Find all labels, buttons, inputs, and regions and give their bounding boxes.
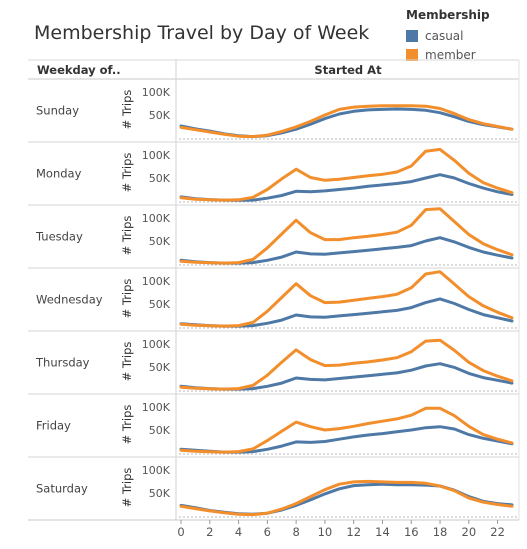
x-tick-label: 8 (292, 525, 299, 539)
legend-item-member[interactable]: member (406, 45, 490, 64)
series-line-casual-thursday[interactable] (179, 362, 514, 391)
y-tick-label: 100K (142, 149, 171, 162)
day-label-monday: Monday (36, 167, 82, 181)
y-tick-label: 100K (142, 275, 171, 288)
panel-sunday: Sunday # Trips 50K 100K (36, 86, 517, 140)
y-tick-label: 50K (149, 172, 171, 185)
day-label-wednesday: Wednesday (36, 293, 103, 307)
y-axis-label: # Trips (120, 279, 134, 319)
series-line-casual-tuesday[interactable] (179, 236, 514, 265)
x-tick-label: 2 (206, 525, 213, 539)
legend-item-casual[interactable]: casual (406, 26, 490, 45)
chart-title: Membership Travel by Day of Week (34, 22, 370, 44)
series-line-casual-wednesday[interactable] (179, 297, 514, 328)
series-line-member-tuesday[interactable] (179, 207, 514, 265)
x-tick-label: 10 (318, 525, 333, 539)
day-label-tuesday: Tuesday (35, 230, 83, 244)
y-tick-label: 100K (142, 86, 171, 99)
series-line-member-wednesday[interactable] (179, 270, 514, 328)
y-tick-label: 50K (149, 424, 171, 437)
legend-title: Membership (406, 8, 490, 22)
y-tick-label: 100K (142, 464, 171, 477)
series-line-member-friday[interactable] (179, 406, 514, 454)
x-tick-label: 12 (346, 525, 361, 539)
legend-swatch-member (406, 48, 418, 61)
day-label-sunday: Sunday (36, 104, 79, 118)
y-tick-label: 100K (142, 212, 171, 225)
panel-tuesday: Tuesday # Trips 50K 100K (28, 204, 519, 266)
series-line-member-saturday[interactable] (179, 479, 514, 517)
y-axis-label: # Trips (120, 216, 134, 256)
y-tick-label: 50K (149, 361, 171, 374)
row-header: Weekday of.. (37, 63, 121, 77)
series-line-casual-sunday[interactable] (179, 107, 514, 139)
legend-label-member: member (425, 47, 476, 62)
series-line-member-sunday[interactable] (179, 104, 514, 139)
y-tick-label: 50K (149, 235, 171, 248)
column-header: Started At (314, 63, 382, 77)
day-label-saturday: Saturday (36, 482, 88, 496)
legend: Membership casual member (406, 8, 490, 64)
y-tick-label: 100K (142, 401, 171, 414)
series-line-member-thursday[interactable] (179, 338, 514, 391)
x-tick-label: 16 (404, 525, 419, 539)
series-line-casual-saturday[interactable] (179, 482, 514, 516)
x-tick-label: 14 (375, 525, 390, 539)
x-tick-label: 0 (177, 525, 184, 539)
y-axis-label: # Trips (120, 153, 134, 193)
y-tick-label: 100K (142, 338, 171, 351)
legend-label-casual: casual (425, 28, 464, 43)
day-label-thursday: Thursday (35, 356, 90, 370)
x-tick-label: 20 (462, 525, 477, 539)
panel-saturday: Saturday # Trips 50K 100K (28, 456, 519, 518)
panel-thursday: Thursday # Trips 50K 100K (28, 330, 519, 392)
chart-frame (28, 59, 520, 521)
series-line-casual-friday[interactable] (179, 425, 514, 454)
panel-monday: Monday # Trips 50K 100K (28, 141, 519, 203)
panels: Sunday # Trips 50K 100K Monday # Trips 50K 100K… (28, 86, 519, 518)
day-label-friday: Friday (36, 419, 71, 433)
series-line-member-monday[interactable] (179, 147, 514, 202)
x-axis: 0 2 4 6 8 10 12 14 16 18 20 22 (177, 520, 505, 539)
x-tick-label: 18 (433, 525, 448, 539)
y-tick-label: 50K (149, 487, 171, 500)
panel-wednesday: Wednesday # Trips 50K 100K (28, 267, 519, 329)
y-tick-label: 50K (149, 109, 171, 122)
x-tick-label: 22 (490, 525, 505, 539)
y-axis-label: # Trips (120, 405, 134, 445)
x-tick-label: 6 (264, 525, 271, 539)
y-axis-label: # Trips (120, 342, 134, 382)
x-tick-label: 4 (235, 525, 242, 539)
panel-friday: Friday # Trips 50K 100K (28, 393, 519, 455)
y-axis-label: # Trips (120, 468, 134, 508)
y-tick-label: 50K (149, 298, 171, 311)
legend-swatch-casual (406, 29, 418, 42)
y-axis-label: # Trips (120, 90, 134, 130)
